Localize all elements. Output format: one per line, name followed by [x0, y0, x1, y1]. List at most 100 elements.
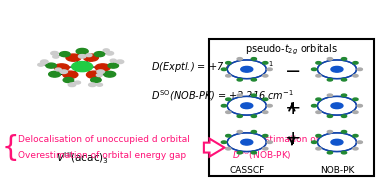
- Circle shape: [341, 115, 347, 118]
- Circle shape: [316, 98, 321, 101]
- Circle shape: [251, 78, 256, 81]
- Circle shape: [227, 60, 266, 79]
- Circle shape: [226, 62, 231, 64]
- Circle shape: [74, 81, 81, 84]
- Circle shape: [357, 104, 363, 107]
- Circle shape: [53, 55, 59, 58]
- Circle shape: [226, 134, 231, 137]
- Circle shape: [222, 104, 226, 107]
- Circle shape: [263, 134, 268, 137]
- Circle shape: [267, 141, 272, 143]
- Circle shape: [226, 111, 231, 113]
- Circle shape: [87, 71, 101, 78]
- Circle shape: [49, 71, 60, 77]
- FancyArrow shape: [204, 139, 225, 157]
- Circle shape: [60, 52, 70, 57]
- Circle shape: [341, 58, 347, 60]
- Circle shape: [318, 133, 356, 152]
- Circle shape: [263, 62, 268, 64]
- Circle shape: [318, 60, 356, 79]
- Circle shape: [327, 115, 333, 118]
- Circle shape: [96, 74, 102, 76]
- Circle shape: [251, 151, 256, 154]
- Circle shape: [237, 115, 242, 118]
- Circle shape: [353, 75, 358, 77]
- Circle shape: [251, 58, 256, 60]
- Circle shape: [311, 141, 317, 143]
- Circle shape: [103, 49, 109, 52]
- Circle shape: [96, 83, 102, 86]
- Circle shape: [68, 83, 76, 87]
- Circle shape: [267, 68, 272, 71]
- Circle shape: [91, 78, 101, 83]
- Circle shape: [51, 51, 58, 55]
- Circle shape: [341, 78, 347, 81]
- Circle shape: [263, 75, 268, 77]
- Circle shape: [241, 66, 253, 72]
- Circle shape: [54, 64, 69, 71]
- Circle shape: [84, 54, 98, 61]
- Circle shape: [40, 60, 48, 64]
- Circle shape: [237, 151, 242, 154]
- Circle shape: [327, 130, 333, 133]
- Circle shape: [76, 48, 88, 54]
- Circle shape: [251, 94, 256, 96]
- Text: pseudo-$t_{2g}$ orbitals: pseudo-$t_{2g}$ orbitals: [245, 42, 338, 57]
- Circle shape: [104, 71, 116, 77]
- Circle shape: [55, 68, 61, 71]
- Circle shape: [237, 130, 242, 133]
- Text: $+$: $+$: [284, 129, 300, 148]
- Circle shape: [331, 139, 343, 145]
- Text: $\mathit{D}$(Exptl.) = +7.470 cm$^{-1}$: $\mathit{D}$(Exptl.) = +7.470 cm$^{-1}$: [152, 59, 274, 75]
- Circle shape: [38, 63, 44, 66]
- Circle shape: [353, 111, 358, 113]
- Circle shape: [341, 94, 347, 96]
- Circle shape: [353, 134, 358, 137]
- Circle shape: [86, 54, 92, 57]
- Text: NOB-PK: NOB-PK: [320, 166, 354, 175]
- Circle shape: [357, 68, 363, 71]
- Text: Underestimation of: Underestimation of: [232, 135, 319, 144]
- Circle shape: [263, 147, 268, 150]
- Circle shape: [226, 147, 231, 150]
- Circle shape: [316, 62, 321, 64]
- Circle shape: [63, 71, 78, 78]
- Circle shape: [97, 70, 104, 73]
- Text: Delocalisation of unoccupied d orbital: Delocalisation of unoccupied d orbital: [18, 135, 190, 144]
- Circle shape: [331, 103, 343, 109]
- Circle shape: [353, 147, 358, 150]
- Circle shape: [316, 111, 321, 113]
- Circle shape: [72, 62, 93, 72]
- Text: {: {: [2, 134, 19, 162]
- Text: Overestimation of orbital energy gap: Overestimation of orbital energy gap: [18, 151, 186, 160]
- Circle shape: [237, 94, 242, 96]
- Circle shape: [357, 141, 363, 143]
- Circle shape: [316, 75, 321, 77]
- Text: $\mathit{V}^{\mathrm{III}}(\mathrm{acac})_3$: $\mathit{V}^{\mathrm{III}}(\mathrm{acac}…: [56, 151, 108, 166]
- Circle shape: [327, 58, 333, 60]
- Circle shape: [78, 55, 86, 58]
- Circle shape: [331, 66, 343, 72]
- Circle shape: [60, 70, 68, 73]
- Circle shape: [222, 141, 226, 143]
- Circle shape: [95, 64, 110, 71]
- Circle shape: [327, 78, 333, 81]
- Circle shape: [316, 147, 321, 150]
- Circle shape: [106, 51, 113, 55]
- Circle shape: [63, 78, 74, 83]
- Circle shape: [108, 63, 118, 68]
- Circle shape: [237, 78, 242, 81]
- Circle shape: [316, 134, 321, 137]
- Circle shape: [110, 59, 116, 62]
- Circle shape: [263, 98, 268, 101]
- Text: CASSCF: CASSCF: [229, 166, 265, 175]
- Circle shape: [341, 151, 347, 154]
- Text: $\mathit{D}^{\mathrm{SO}}$(NOB-PK) = +2.216 cm$^{-1}$: $\mathit{D}^{\mathrm{SO}}$(NOB-PK) = +2.…: [152, 88, 294, 103]
- Circle shape: [222, 68, 226, 71]
- Circle shape: [311, 68, 317, 71]
- Circle shape: [251, 115, 256, 118]
- Circle shape: [226, 98, 231, 101]
- Circle shape: [66, 54, 81, 61]
- Circle shape: [353, 62, 358, 64]
- Circle shape: [94, 52, 105, 57]
